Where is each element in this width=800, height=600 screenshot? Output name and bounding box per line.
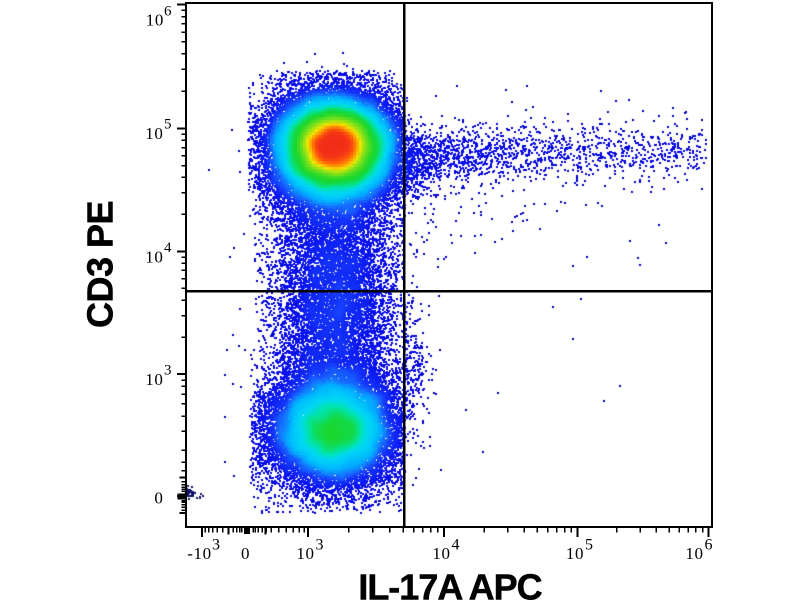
svg-text:10: 10 (432, 544, 450, 563)
svg-text:4: 4 (452, 537, 460, 554)
svg-text:10: 10 (566, 544, 584, 563)
svg-text:6: 6 (705, 537, 713, 554)
svg-text:6: 6 (164, 4, 172, 20)
svg-text:10: 10 (145, 124, 163, 143)
svg-text:10: 10 (296, 544, 314, 563)
svg-text:CD3 PE: CD3 PE (80, 201, 121, 328)
svg-text:0: 0 (154, 489, 163, 508)
svg-text:10: 10 (145, 370, 163, 389)
svg-text:IL-17A APC: IL-17A APC (358, 567, 542, 600)
svg-text:3: 3 (316, 537, 324, 554)
svg-text:3: 3 (212, 537, 220, 554)
svg-text:4: 4 (164, 240, 172, 256)
svg-text:3: 3 (164, 363, 172, 379)
svg-text:10: 10 (146, 10, 164, 29)
svg-text:5: 5 (164, 116, 172, 132)
svg-text:5: 5 (585, 537, 593, 554)
svg-text:10: 10 (685, 544, 703, 563)
svg-text:-10: -10 (187, 544, 211, 563)
svg-text:10: 10 (145, 248, 163, 267)
svg-text:0: 0 (241, 544, 250, 563)
